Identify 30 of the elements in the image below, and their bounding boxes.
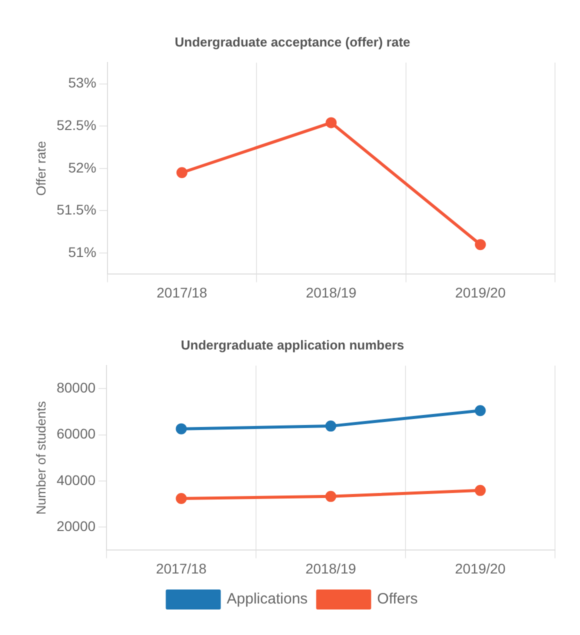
point: [176, 493, 187, 504]
x-tick-label: 2017/18: [156, 560, 207, 576]
y-tick-label: 53%: [68, 74, 96, 91]
x-tick-label: 2017/18: [156, 284, 208, 300]
chart-title: Undergraduate application numbers: [180, 337, 404, 352]
y-tick-label: 52%: [68, 159, 96, 176]
y-tick-label: 80000: [56, 380, 96, 396]
y-tick-label: 60000: [56, 426, 96, 442]
point: [474, 239, 486, 250]
y-tick-label: 20000: [56, 518, 96, 534]
point: [474, 405, 486, 416]
point: [474, 484, 486, 496]
y-tick-label: 52.5%: [56, 116, 96, 133]
y-tick-label: 40000: [56, 472, 96, 488]
x-tick-label: 2018/19: [305, 560, 356, 576]
point: [176, 167, 188, 178]
point: [325, 490, 336, 502]
point: [176, 423, 187, 434]
y-tick-label: 51%: [68, 244, 96, 260]
x-tick-label: 2018/19: [306, 284, 357, 300]
y-tick-label: 51.5%: [56, 202, 96, 218]
legend-label: Offers: [377, 590, 418, 608]
chart-title: Undergraduate acceptance (offer) rate: [174, 34, 410, 50]
y-axis-title: Number of students: [33, 400, 48, 515]
legend-label: Applications: [226, 590, 308, 608]
point: [325, 420, 336, 432]
point: [326, 117, 337, 128]
x-tick-label: 2019/20: [454, 560, 506, 576]
x-tick-label: 2019/20: [455, 284, 506, 300]
y-axis-title: Offer rate: [33, 141, 48, 196]
